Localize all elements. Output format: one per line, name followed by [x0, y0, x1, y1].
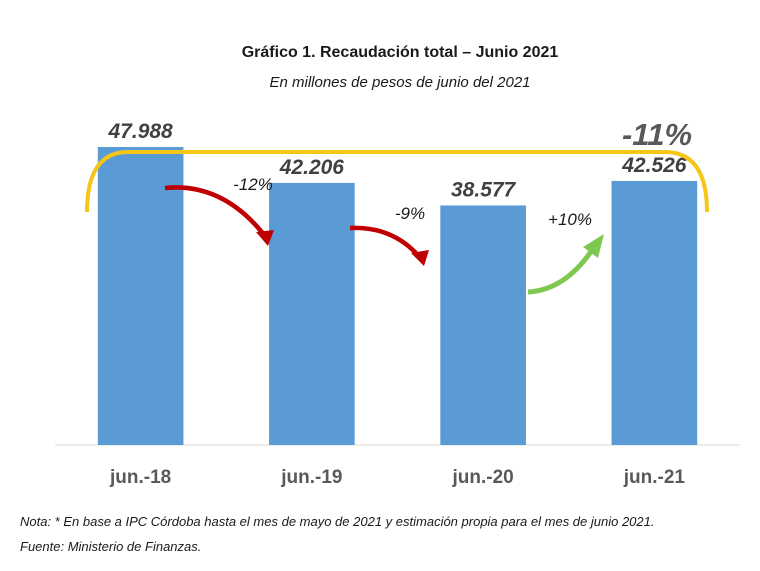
bar-chart: 47.988 42.206 38.577 42.526 jun.-18 jun.-19 j…: [55, 117, 740, 488]
bar-jun.-21: [611, 180, 698, 446]
chart-title: Gráfico 1. Recaudación total – Junio 202…: [241, 44, 559, 61]
bar-jun.-19: [269, 182, 355, 445]
overall-change-label: -11%: [622, 117, 692, 152]
change-arrow-2: [349, 225, 424, 262]
change-arrowhead-3: [583, 234, 604, 258]
value-label-jun.-20: 38.577: [451, 178, 517, 201]
bar-jun.-20: [440, 205, 526, 445]
category-label-jun.-18: jun.-18: [109, 467, 171, 488]
value-label-jun.-19: 42.206: [279, 156, 345, 179]
change-arrowhead-2: [411, 250, 429, 266]
chart-subtitle: En millones de pesos de junio del 2021: [269, 74, 531, 91]
category-label-jun.-19: jun.-19: [280, 467, 342, 488]
overall-change-bracket: [85, 150, 709, 213]
category-label-jun.-21: jun.-21: [623, 467, 686, 488]
value-label-jun.-18: 47.988: [108, 120, 174, 143]
bar-jun.-18: [97, 147, 184, 445]
change-label-2: -9%: [395, 204, 425, 223]
change-label-3: +10%: [548, 210, 592, 229]
chart-source: Fuente: Ministerio de Finanzas.: [20, 539, 202, 554]
value-label-jun.-21: 42.526: [621, 154, 687, 177]
change-arrow-3: [527, 248, 595, 295]
change-label-1: -12%: [233, 175, 273, 194]
change-arrow-1: [164, 185, 270, 242]
chart-note: Nota: * En base a IPC Córdoba hasta el m…: [20, 514, 655, 529]
category-label-jun.-20: jun.-20: [452, 467, 514, 488]
change-arrowhead-1: [256, 230, 274, 246]
